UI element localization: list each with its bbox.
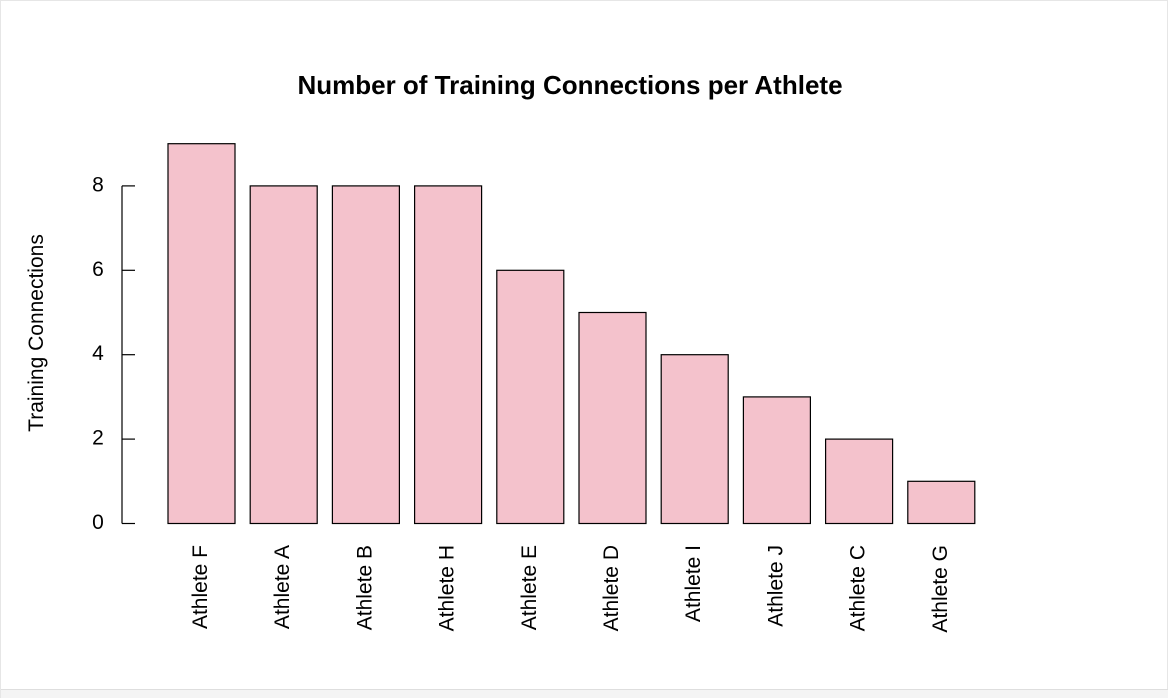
bar (578, 311, 647, 525)
x-tick-label: Athlete A (271, 545, 294, 629)
y-tick-label: 8 (92, 173, 104, 196)
y-axis: 0 2 4 6 8 (92, 173, 135, 534)
x-tick-label: Athlete F (189, 545, 212, 629)
x-tick-label: Athlete J (764, 545, 787, 627)
x-tick-label: Athlete B (353, 545, 376, 630)
bar (742, 396, 812, 525)
x-tick-label: Athlete D (600, 545, 623, 631)
bar (249, 185, 318, 525)
window-bottom-edge (1, 689, 1168, 698)
x-tick-label: Athlete I (682, 545, 705, 622)
bar (496, 269, 565, 525)
bars-group (167, 143, 976, 525)
bar (167, 143, 236, 525)
y-axis-label: Training Connections (25, 234, 48, 432)
chart-title: Number of Training Connections per Athle… (297, 70, 842, 100)
y-tick-label: 6 (92, 258, 104, 281)
bar (660, 354, 729, 525)
x-tick-label: Athlete C (847, 545, 870, 631)
bar (907, 480, 976, 525)
x-tick-label: Athlete H (436, 545, 459, 631)
x-axis-labels: Athlete F Athlete A Athlete B Athlete H Athl… (189, 545, 952, 633)
y-tick-label: 4 (92, 342, 104, 365)
bar (331, 185, 400, 525)
bar (414, 185, 483, 525)
y-tick-label: 0 (92, 511, 104, 534)
y-tick-label: 2 (92, 427, 104, 450)
x-tick-label: Athlete E (518, 545, 541, 630)
bar (824, 438, 894, 525)
x-tick-label: Athlete G (929, 545, 952, 633)
